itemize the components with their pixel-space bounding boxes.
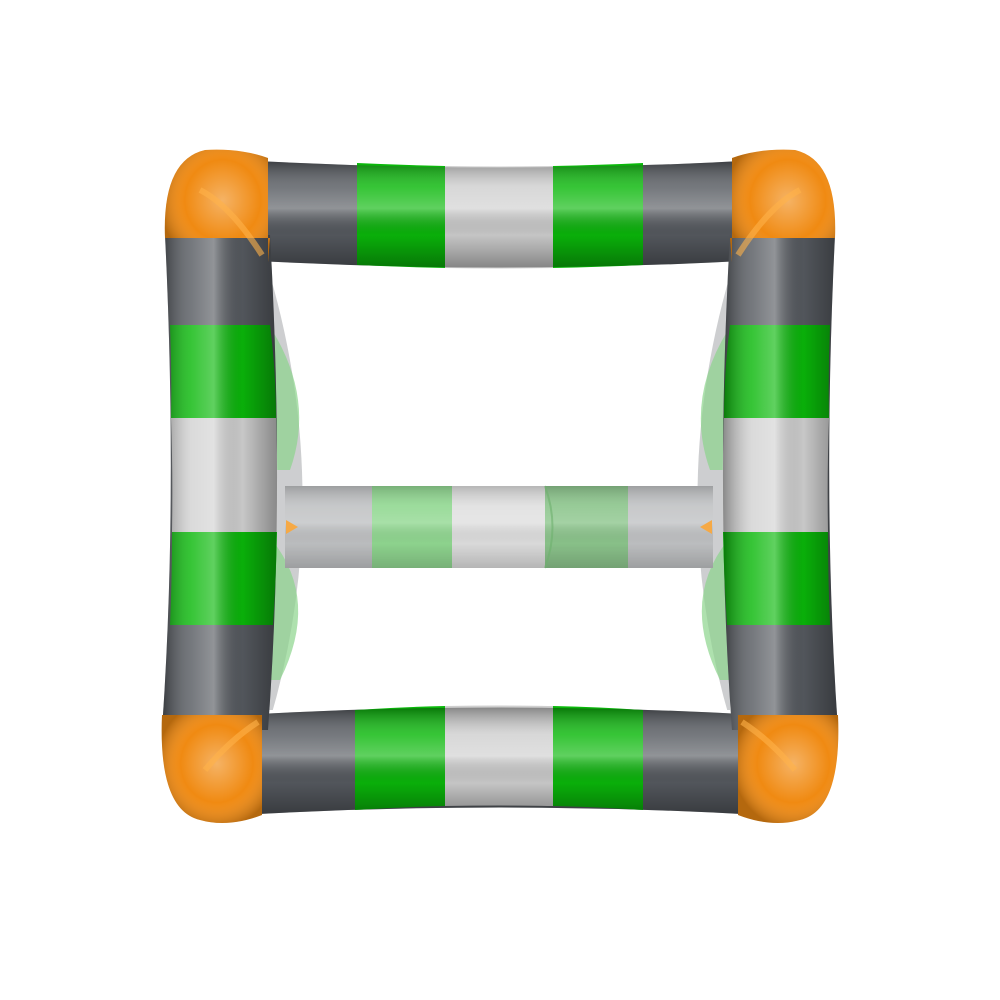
back-horizontal-tube xyxy=(285,485,713,569)
corner-bottom-right xyxy=(738,715,839,824)
right-edge xyxy=(722,235,838,730)
bottom-edge xyxy=(240,705,760,815)
back-structure xyxy=(268,275,730,710)
corner-bottom-left xyxy=(161,715,262,824)
corner-top-left xyxy=(164,149,270,262)
left-edge xyxy=(162,235,278,730)
corner-top-right xyxy=(730,149,836,262)
top-edge xyxy=(240,160,760,269)
